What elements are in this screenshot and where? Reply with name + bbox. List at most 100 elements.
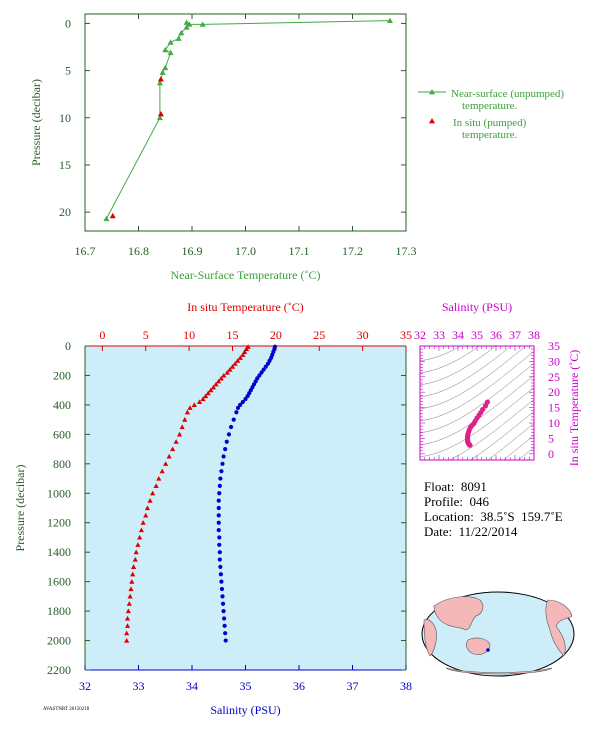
y-tick-label: 20 xyxy=(59,205,71,219)
ts-point xyxy=(467,442,473,448)
salinity-point xyxy=(259,370,264,375)
y-tick-label: 400 xyxy=(53,398,71,412)
float-location-marker xyxy=(486,648,490,652)
temperature-point xyxy=(182,417,188,422)
temperature-point xyxy=(170,446,176,452)
temperature-point xyxy=(184,409,190,415)
profile-chart: 0 5 10 15 20 25 30 35 In situ Temperature (˚C) 32… xyxy=(13,300,412,717)
ts-x-tick-label: 36 xyxy=(490,328,502,342)
x-tick-label: 17.2 xyxy=(342,244,363,258)
top-axis-title: In situ Temperature (˚C) xyxy=(187,300,304,314)
salinity-point xyxy=(243,396,248,402)
temperature-point xyxy=(125,608,131,614)
salinity-point xyxy=(226,432,232,437)
near-surface-point xyxy=(386,17,393,24)
y-tick-label: 0 xyxy=(65,339,71,353)
density-contour-line xyxy=(420,387,534,457)
temperature-point xyxy=(179,424,185,430)
bottom-axis-title: Salinity (PSU) xyxy=(210,703,280,717)
salinity-point xyxy=(217,557,222,562)
density-contour-line xyxy=(469,411,534,460)
legend-label: In situ (pumped) xyxy=(453,117,527,129)
ts-x-tick-label: 34 xyxy=(452,328,464,342)
x-tick-label: 17.3 xyxy=(396,244,417,258)
temperature-point xyxy=(153,483,159,488)
near-surface-point xyxy=(178,29,185,36)
temperature-point xyxy=(159,468,165,474)
temperature-point xyxy=(166,453,172,459)
bottom-tick-label: 35 xyxy=(240,679,252,693)
salinity-point xyxy=(218,564,223,570)
temperature-point xyxy=(147,498,153,503)
y-tick-label: 1400 xyxy=(47,545,71,559)
near-surface-point xyxy=(162,46,169,53)
temperature-point xyxy=(202,393,209,399)
density-contour-line xyxy=(420,346,497,385)
x-tick-label: 17.0 xyxy=(235,244,256,258)
x-tick-label: 16.7 xyxy=(75,244,96,258)
salinity-point xyxy=(263,364,268,369)
salinity-point xyxy=(217,535,222,540)
profile-id: Profile: 046 xyxy=(424,494,489,509)
top-tick-label: 25 xyxy=(313,328,325,342)
ts-x-tick-label: 35 xyxy=(471,328,483,342)
near-surface-point xyxy=(162,64,169,71)
salinity-point xyxy=(257,373,262,378)
temperature-point xyxy=(143,512,149,518)
near-surface-point xyxy=(156,79,163,86)
ts-y-tick-label: 10 xyxy=(548,416,560,430)
footer-stamp: AVASTNRT 20150218 xyxy=(43,707,90,712)
salinity-point xyxy=(228,424,234,430)
salinity-point xyxy=(238,402,243,408)
map-land-antarctica xyxy=(445,667,553,675)
temperature-point xyxy=(132,556,138,562)
legend-label: temperature. xyxy=(462,129,518,141)
y-axis-title: Pressure (decibar) xyxy=(29,79,43,166)
bottom-tick-label: 33 xyxy=(133,679,145,693)
bottom-tick-label: 32 xyxy=(79,679,91,693)
salinity-point xyxy=(223,446,228,452)
salinity-point xyxy=(218,572,223,577)
temperature-point xyxy=(191,402,197,407)
top-tick-label: 10 xyxy=(183,328,195,342)
bottom-tick-label: 36 xyxy=(293,679,305,693)
salinity-point xyxy=(261,367,266,372)
temperature-point xyxy=(126,601,132,606)
temperature-point xyxy=(173,439,179,444)
salinity-point xyxy=(223,631,228,636)
salinity-point xyxy=(220,461,225,466)
y-tick-label: 2000 xyxy=(47,634,71,648)
y-tick-label: 800 xyxy=(53,457,71,471)
x-axis-title: Near-Surface Temperature (˚C) xyxy=(171,268,321,282)
temperature-point xyxy=(232,361,238,366)
density-contour-line xyxy=(420,346,527,409)
y-tick-label: 1600 xyxy=(47,575,71,589)
salinity-point xyxy=(216,513,221,518)
near-surface-point xyxy=(167,39,174,45)
near-surface-chart: 16.7 16.8 16.9 17.0 17.1 17.2 17.3 0 5 10 15 20 Near… xyxy=(29,13,564,282)
temperature-point xyxy=(205,390,211,396)
near-surface-point xyxy=(183,24,190,30)
top-tick-label: 15 xyxy=(226,328,238,342)
temperature-point xyxy=(138,527,144,533)
salinity-point xyxy=(245,393,250,399)
temperature-point xyxy=(127,593,133,599)
salinity-point xyxy=(221,608,226,614)
near-surface-frame xyxy=(84,13,407,232)
ts-y-tick-label: 5 xyxy=(548,431,554,445)
salinity-point xyxy=(219,579,224,584)
temperature-point xyxy=(242,349,248,354)
temperature-point xyxy=(124,623,131,628)
near-surface-point xyxy=(186,21,193,27)
temperature-point xyxy=(163,461,169,466)
legend-label: temperature. xyxy=(462,100,518,112)
temperature-point xyxy=(221,372,227,378)
in-situ-point xyxy=(157,111,164,117)
temperature-point xyxy=(128,586,134,592)
bottom-tick-label: 38 xyxy=(400,679,412,693)
y-tick-label: 10 xyxy=(59,111,71,125)
y-axis-title: Pressure (decibar) xyxy=(13,465,27,552)
ts-frame xyxy=(419,345,535,461)
salinity-point xyxy=(216,520,221,525)
